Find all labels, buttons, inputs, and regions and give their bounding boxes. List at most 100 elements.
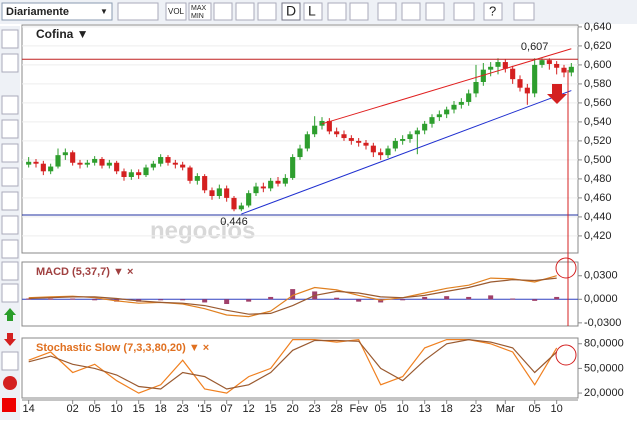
histogram-bar xyxy=(92,299,98,301)
candle-body xyxy=(517,79,523,88)
candle-body xyxy=(297,148,303,158)
bar-btn[interactable] xyxy=(257,2,277,21)
cursor-btn[interactable] xyxy=(235,2,255,21)
day-btn[interactable] xyxy=(281,2,301,21)
y-tick-label: 0,480 xyxy=(584,173,612,185)
help-btn[interactable] xyxy=(483,2,503,21)
line-label: L xyxy=(308,3,316,19)
zoom-out-btn[interactable] xyxy=(425,2,445,21)
candle-body xyxy=(99,158,105,166)
maxmin-btn[interactable] xyxy=(188,2,212,21)
channel-tool[interactable] xyxy=(1,191,19,211)
book-btn[interactable] xyxy=(513,2,535,21)
y-tick-label: 0,460 xyxy=(584,192,612,204)
print-btn[interactable] xyxy=(453,2,475,21)
color-tool[interactable] xyxy=(2,398,16,412)
hand-tool[interactable] xyxy=(1,29,19,49)
cross-btn[interactable] xyxy=(327,2,347,21)
candle-body xyxy=(165,157,171,163)
histogram-bar xyxy=(202,299,208,303)
candle-body xyxy=(546,60,552,64)
x-tick-label: 20 xyxy=(287,403,299,415)
line-btn[interactable] xyxy=(303,2,323,21)
candle-body xyxy=(422,123,428,131)
side-toolbar xyxy=(0,26,20,420)
up-arrow-tool[interactable] xyxy=(4,308,16,321)
x-tick-label: 10 xyxy=(111,403,123,415)
candle-body xyxy=(385,148,391,156)
draw-btn[interactable] xyxy=(377,2,397,21)
vol-label: VOL xyxy=(168,7,185,16)
fan-tool[interactable] xyxy=(1,167,19,187)
signal-circle xyxy=(555,344,577,366)
candle-body xyxy=(473,82,479,94)
plot: 0,420 0,440 0,460 0,480 0,500 0,520 0,540 0,560… xyxy=(22,21,624,415)
histogram-bar xyxy=(158,299,164,301)
x-tick-label: 18 xyxy=(441,403,453,415)
candle-body xyxy=(150,163,156,168)
ray-tool[interactable] xyxy=(1,95,19,115)
candle-body xyxy=(370,145,376,153)
toolbar: Diariamente ▼ VOL MAX MIN D L ? xyxy=(0,0,637,24)
candle-body xyxy=(400,139,406,141)
fib-tool[interactable] xyxy=(1,215,19,235)
delete-tool[interactable] xyxy=(3,376,17,390)
down-arrow-tool[interactable] xyxy=(4,333,16,346)
x-tick-label: 23 xyxy=(309,403,321,415)
stoch-panel xyxy=(21,337,579,399)
series-line xyxy=(28,338,558,390)
x-tick-label: Mar xyxy=(496,403,515,415)
zoom-in-btn[interactable] xyxy=(401,2,421,21)
line-tool[interactable] xyxy=(1,53,19,73)
candle-body xyxy=(282,177,288,184)
text-tool[interactable] xyxy=(1,351,19,371)
candle-body xyxy=(561,67,567,73)
y-tick-label: 20,0000 xyxy=(584,387,624,399)
histogram-bar xyxy=(400,299,406,301)
arc-tool[interactable] xyxy=(1,239,19,259)
series-line xyxy=(28,275,557,318)
candle-body xyxy=(84,162,90,165)
circle-tool[interactable] xyxy=(1,143,19,163)
help-label: ? xyxy=(489,3,496,18)
x-tick-label: 12 xyxy=(243,403,255,415)
histogram-bar xyxy=(224,299,230,305)
candle-body xyxy=(348,138,354,141)
histogram-bar xyxy=(488,295,494,300)
rect-tool[interactable] xyxy=(1,119,19,139)
candle-body xyxy=(326,120,332,132)
x-tick-label: 23 xyxy=(470,403,482,415)
x-tick-label: 05 xyxy=(375,403,387,415)
candle-body xyxy=(268,180,274,189)
candle-body xyxy=(451,104,457,110)
down-signal-arrow xyxy=(547,84,567,104)
y-tick-label: 80,0000 xyxy=(584,338,624,350)
period-select[interactable] xyxy=(1,2,113,21)
x-tick-label: 13 xyxy=(419,403,431,415)
y-tick-label: 0,420 xyxy=(584,230,612,242)
y-tick-label: 0,600 xyxy=(584,59,612,71)
candle-body xyxy=(231,197,237,210)
s-tool[interactable] xyxy=(1,283,19,303)
x-tick-label: 02 xyxy=(67,403,79,415)
vol-btn[interactable] xyxy=(165,2,187,21)
candle-body xyxy=(209,190,215,196)
signal-circle xyxy=(555,257,577,279)
crosshair-btn[interactable] xyxy=(349,2,369,21)
candle-body xyxy=(524,87,530,94)
candle-body xyxy=(356,140,362,143)
panel-title: MACD (5,37,7) ▼ × xyxy=(36,266,133,278)
candle-body xyxy=(202,176,208,191)
histogram-bar xyxy=(180,299,186,301)
candle-body xyxy=(407,134,413,139)
y-tick-label: 0,640 xyxy=(584,21,612,33)
grid-btn[interactable] xyxy=(213,2,233,21)
parallel-tool[interactable] xyxy=(1,261,19,281)
annotation: 0,446 xyxy=(220,216,248,228)
dropdown-arrow: ▼ xyxy=(100,7,108,16)
panel-title: Stochastic Slow (7,3,3,80,20) ▼ × xyxy=(36,342,209,354)
chart-type-btn[interactable] xyxy=(117,2,159,21)
candle-body xyxy=(554,63,560,68)
histogram-bar xyxy=(70,298,76,300)
min-label: MIN xyxy=(191,13,204,20)
